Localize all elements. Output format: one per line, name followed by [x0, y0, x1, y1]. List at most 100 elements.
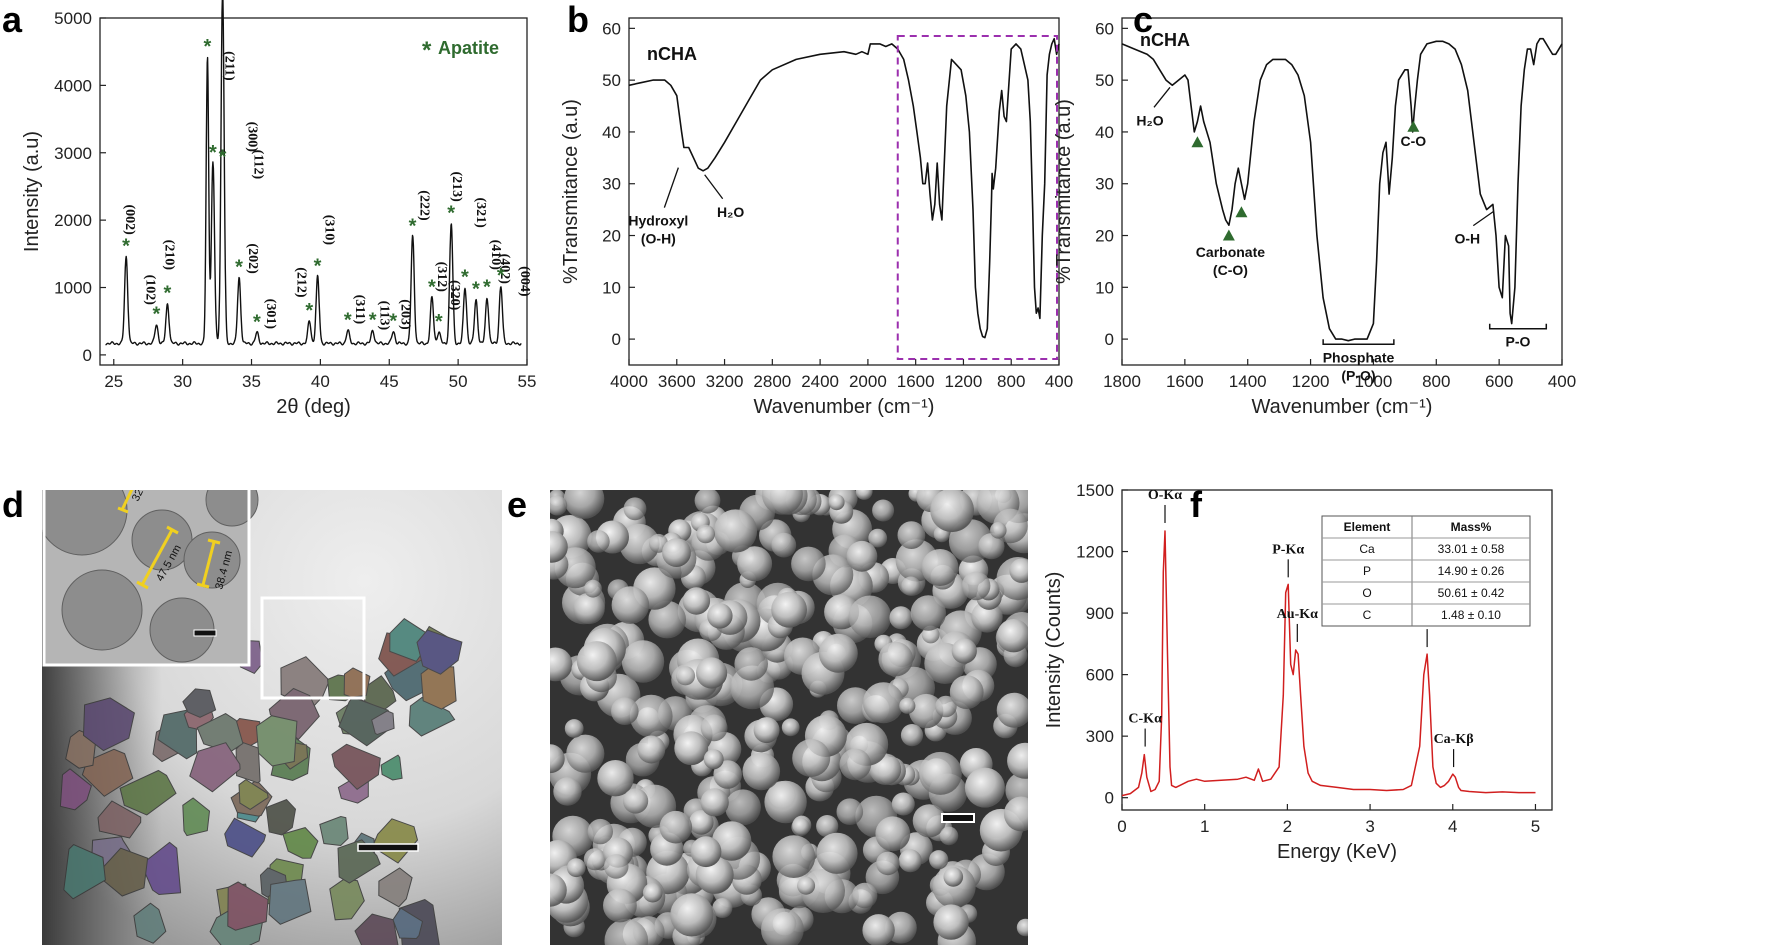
hkl-label: (202)	[245, 243, 260, 274]
apatite-marker: *	[163, 283, 171, 305]
x-tick-label: 1400	[1229, 372, 1267, 391]
peak-label: O-Kα	[1148, 488, 1182, 503]
sem-particle	[875, 816, 911, 852]
hydroxyl-label-2: (O-H)	[641, 231, 676, 247]
sem-particle	[772, 835, 816, 878]
sem-particle	[932, 865, 976, 909]
sem-particle	[550, 495, 568, 516]
carbonate-label: Carbonate	[1196, 244, 1265, 260]
oh-arrow	[1472, 211, 1494, 227]
y-tick-label: 1500	[1076, 481, 1114, 500]
sem-particle	[816, 832, 858, 874]
x-tick-label: 2000	[849, 372, 887, 391]
ftir-full-chart: 4000 3600 3200 2800 2400 2000 1600 1200 800 40001…	[560, 17, 1073, 418]
sem-particle	[712, 821, 752, 861]
x-tick-label: 1200	[1292, 372, 1330, 391]
y-tick-label: 0	[1105, 789, 1114, 808]
water-label: H₂O	[717, 204, 744, 220]
tem-inset-particle	[205, 490, 259, 527]
x-tick-label: 55	[518, 372, 537, 391]
legend-marker: *	[422, 37, 432, 64]
sem-particle	[621, 640, 665, 683]
sem-particle	[713, 760, 742, 789]
x-tick-label: 600	[1485, 372, 1513, 391]
y-tick-label: 10	[602, 278, 621, 297]
y-tick-label: 0	[612, 330, 621, 349]
apatite-marker: *	[483, 277, 491, 299]
tem-particle	[268, 687, 320, 741]
panel-letter-e: e	[507, 484, 527, 525]
sem-particle	[971, 601, 1003, 633]
sem-particle	[978, 533, 1005, 560]
y-tick-label: 600	[1086, 666, 1114, 685]
tem-particle	[224, 817, 267, 858]
tem-particle	[119, 769, 177, 816]
sem-particle	[690, 836, 722, 868]
plot-frame	[99, 17, 528, 366]
sem-particle	[839, 748, 872, 781]
y-tick-label: 60	[602, 19, 621, 38]
tem-particle	[331, 743, 381, 790]
x-tick-label: 25	[104, 372, 123, 391]
sem-particle	[816, 815, 839, 838]
x-tick-label: 800	[1422, 372, 1450, 391]
band-marker	[1407, 120, 1420, 132]
sem-particle	[872, 499, 895, 522]
sem-particle	[737, 546, 773, 582]
hkl-label: (203)	[397, 299, 412, 330]
sem-particle	[550, 531, 568, 563]
po-bracket	[1488, 323, 1548, 330]
sem-particle	[637, 735, 666, 764]
sem-particle	[753, 717, 780, 744]
sem-image	[550, 490, 1028, 945]
sem-particle	[1016, 918, 1028, 937]
tem-particle	[408, 696, 456, 737]
tem-particle	[319, 815, 349, 847]
y-tick-label: 3000	[54, 144, 92, 163]
table-cell: Ca	[1359, 542, 1375, 556]
x-tick-label: 50	[449, 372, 468, 391]
sem-particle	[862, 914, 895, 945]
sem-particle	[771, 532, 797, 558]
band-marker	[1235, 206, 1248, 218]
sem-particle	[629, 694, 673, 738]
sem-particle	[703, 749, 724, 770]
x-tick-label: 3600	[658, 372, 696, 391]
phosphate-label-2: (P-O)	[1341, 367, 1375, 383]
y-tick-label: 40	[1095, 123, 1114, 142]
apatite-marker: *	[369, 310, 377, 332]
sem-particle	[550, 873, 567, 907]
hkl-label: (312)	[434, 262, 449, 293]
tem-inset: 32.1 nm 47.5 nm 38.4 nm	[42, 490, 259, 667]
apatite-marker: *	[409, 215, 417, 237]
sem-particle	[563, 490, 605, 519]
sem-particle	[670, 893, 714, 937]
sem-particle	[878, 641, 913, 677]
sem-particle	[910, 595, 946, 631]
sem-particle	[1003, 796, 1028, 832]
sem-particle	[682, 587, 711, 615]
sem-particle	[961, 571, 991, 601]
x-axis-title: 2θ (deg)	[276, 396, 351, 418]
peak-label: P-Kα	[1272, 542, 1304, 557]
tem-particle	[268, 878, 312, 925]
y-tick-label: 5000	[54, 9, 92, 28]
hkl-label: (320)	[447, 280, 462, 311]
x-tick-label: 1	[1200, 817, 1209, 836]
hkl-label: (300)	[245, 122, 260, 153]
tem-image-drawing: 32.1 nm 47.5 nm 38.4 nm	[42, 490, 502, 945]
band-marker	[1222, 229, 1235, 241]
tem-inset-particle	[61, 569, 143, 651]
sem-particle	[792, 739, 831, 777]
sem-particle	[933, 904, 969, 940]
table-cell: C	[1363, 608, 1372, 622]
sem-particle	[587, 818, 613, 845]
sem-particle	[929, 850, 949, 870]
x-axis-title: Wavenumber (cm⁻¹)	[1252, 396, 1433, 418]
ftir-zoom-chart: 1800 1600 1400 1200 1000 800 600 400 0 10 20 30 40 50…	[1053, 17, 1576, 418]
panel-letter-d: d	[2, 484, 24, 525]
y-tick-label: 4000	[54, 76, 92, 95]
sem-particle	[935, 695, 957, 718]
sem-particle	[921, 549, 959, 586]
sem-particle	[1007, 742, 1028, 779]
